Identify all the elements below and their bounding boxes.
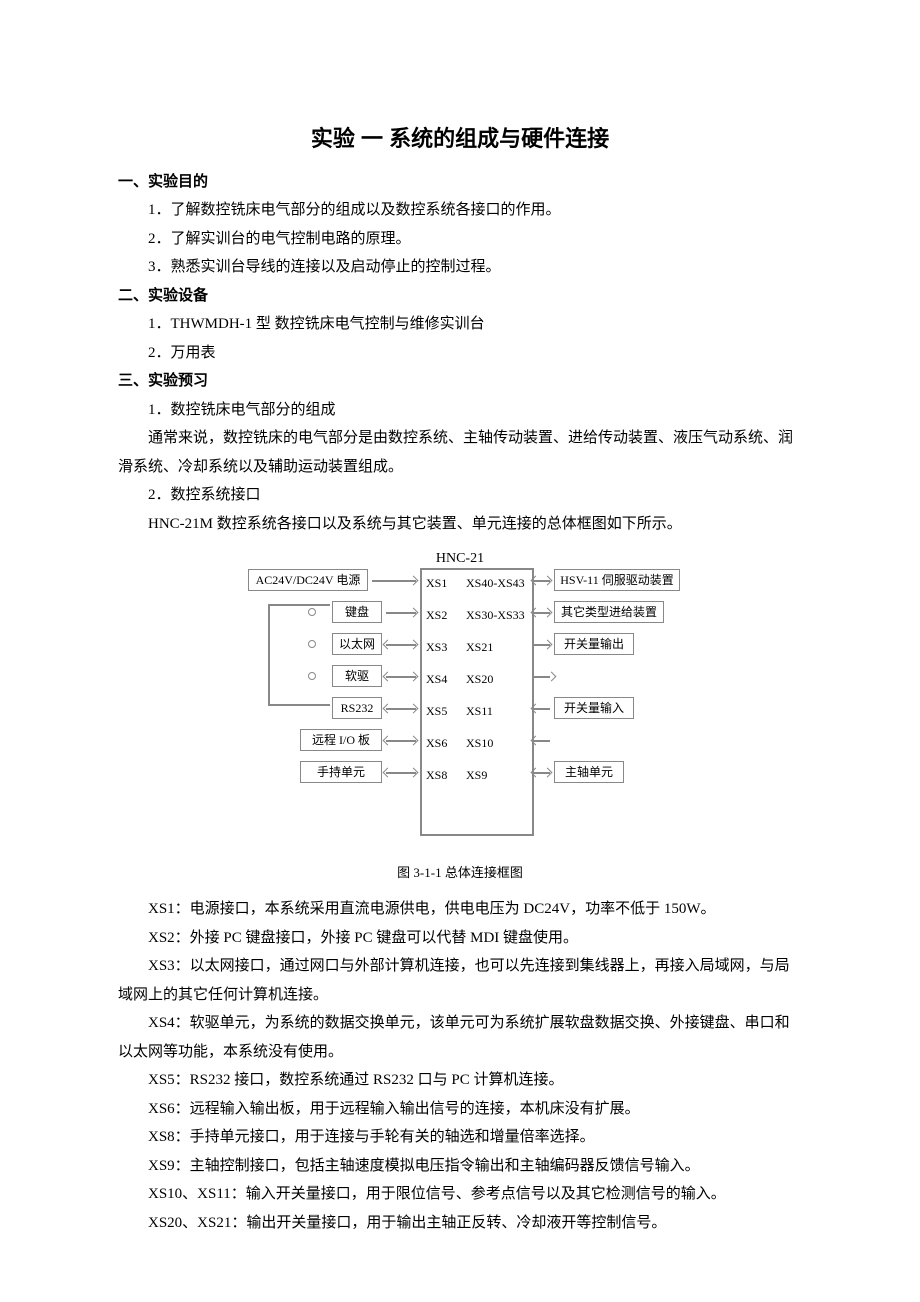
left-box-2: 以太网: [332, 633, 382, 655]
xs-desc-1: XS2：外接 PC 键盘接口，外接 PC 键盘可以代替 MDI 键盘使用。: [118, 924, 802, 953]
s1-item-1: 1．了解数控铣床电气部分的组成以及数控系统各接口的作用。: [148, 196, 802, 225]
section-1-heading: 一、实验目的: [118, 168, 802, 197]
s3-p2-body: HNC-21M 数控系统各接口以及系统与其它装置、单元连接的总体框图如下所示。: [118, 510, 802, 539]
xs-right-0: XS40-XS43: [466, 572, 525, 595]
right-box-1: 其它类型进给装置: [554, 601, 664, 623]
left-box-6: 手持单元: [300, 761, 382, 783]
xs-desc-8: XS10、XS11：输入开关量接口，用于限位信号、参考点信号以及其它检测信号的输…: [118, 1180, 802, 1209]
left-shell: [268, 604, 330, 706]
s3-p1-label: 1．数控铣床电气部分的组成: [148, 396, 802, 425]
xs-desc-4: XS5：RS232 接口，数控系统通过 RS232 口与 PC 计算机连接。: [118, 1066, 802, 1095]
xs-left-5: XS6: [426, 732, 447, 755]
xs-desc-3: XS4：软驱单元，为系统的数据交换单元，该单元可为系统扩展软盘数据交换、外接键盘…: [118, 1009, 802, 1066]
xs-left-0: XS1: [426, 572, 447, 595]
xs-left-3: XS4: [426, 668, 447, 691]
section-3-heading: 三、实验预习: [118, 367, 802, 396]
s3-p1-body: 通常来说，数控铣床的电气部分是由数控系统、主轴传动装置、进给传动装置、液压气动系…: [118, 424, 802, 481]
xs-desc-7: XS9：主轴控制接口，包括主轴速度模拟电压指令输出和主轴编码器反馈信号输入。: [118, 1152, 802, 1181]
xs-left-6: XS8: [426, 764, 447, 787]
xs-desc-2: XS3：以太网接口，通过网口与外部计算机连接，也可以先连接到集线器上，再接入局域…: [118, 952, 802, 1009]
left-box-1: 键盘: [332, 601, 382, 623]
xs-right-1: XS30-XS33: [466, 604, 525, 627]
xs-right-4: XS11: [466, 700, 493, 723]
left-box-4: RS232: [332, 697, 382, 719]
xs-right-5: XS10: [466, 732, 493, 755]
xs-desc-5: XS6：远程输入输出板，用于远程输入输出信号的连接，本机床没有扩展。: [118, 1095, 802, 1124]
s3-p2-label: 2．数控系统接口: [148, 481, 802, 510]
xs-right-2: XS21: [466, 636, 493, 659]
xs-left-1: XS2: [426, 604, 447, 627]
section-2-heading: 二、实验设备: [118, 282, 802, 311]
xs-left-4: XS5: [426, 700, 447, 723]
xs-desc-6: XS8：手持单元接口，用于连接与手轮有关的轴选和增量倍率选择。: [118, 1123, 802, 1152]
xs-left-2: XS3: [426, 636, 447, 659]
right-box-4: 开关量输入: [554, 697, 634, 719]
xs-desc-0: XS1：电源接口，本系统采用直流电源供电，供电电压为 DC24V，功率不低于 1…: [118, 895, 802, 924]
s2-item-1: 1．THWMDH-1 型 数控铣床电气控制与维修实训台: [148, 310, 802, 339]
page-title: 实验 一 系统的组成与硬件连接: [118, 118, 802, 160]
s1-item-3: 3．熟悉实训台导线的连接以及启动停止的控制过程。: [148, 253, 802, 282]
left-box-5: 远程 I/O 板: [300, 729, 382, 751]
left-box-3: 软驱: [332, 665, 382, 687]
right-box-0: HSV-11 伺服驱动装置: [554, 569, 680, 591]
s2-item-2: 2．万用表: [148, 339, 802, 368]
left-box-0: AC24V/DC24V 电源: [248, 569, 368, 591]
connection-diagram: HNC-21 AC24V/DC24V 电源XS1XS40-XS43HSV-11 …: [240, 546, 680, 846]
xs-right-6: XS9: [466, 764, 487, 787]
right-box-2: 开关量输出: [554, 633, 634, 655]
right-box-6: 主轴单元: [554, 761, 624, 783]
xs-desc-9: XS20、XS21：输出开关量接口，用于输出主轴正反转、冷却液开等控制信号。: [118, 1209, 802, 1238]
xs-right-3: XS20: [466, 668, 493, 691]
s1-item-2: 2．了解实训台的电气控制电路的原理。: [148, 225, 802, 254]
diagram-caption: 图 3-1-1 总体连接框图: [118, 861, 802, 886]
